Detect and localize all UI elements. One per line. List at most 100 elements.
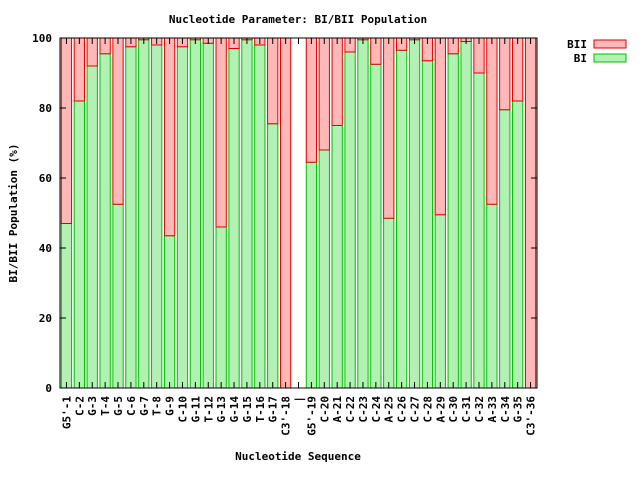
x-tick-label: C-31 bbox=[460, 396, 473, 423]
x-tick-label: G-35 bbox=[512, 396, 525, 423]
bar-bii-33 bbox=[486, 37, 498, 205]
x-tick-label: T-12 bbox=[202, 396, 215, 423]
legend-label-bi: BI bbox=[574, 52, 587, 65]
x-tick-label: G-7 bbox=[138, 396, 151, 416]
bar-bii-20 bbox=[318, 37, 330, 151]
bar-bii-25 bbox=[383, 37, 395, 219]
x-tick-label: A-33 bbox=[486, 396, 499, 423]
bar-bi-13 bbox=[228, 48, 240, 389]
chart-title: Nucleotide Parameter: BI/BII Population bbox=[169, 13, 427, 26]
bar-bi-29 bbox=[434, 214, 446, 389]
bar-bi-15 bbox=[254, 44, 266, 389]
bar-bi-5 bbox=[125, 46, 137, 389]
x-tick-label: G5'-1 bbox=[60, 396, 73, 429]
x-tick-label: C-27 bbox=[409, 396, 422, 423]
legend-swatch-bii bbox=[593, 39, 627, 49]
x-tick-label: C-30 bbox=[447, 396, 460, 423]
bar-bi-16 bbox=[267, 123, 279, 389]
x-tick-label: C3'-36 bbox=[525, 396, 538, 436]
bar-bi-8 bbox=[163, 235, 176, 389]
x-tick-label: G-5 bbox=[112, 396, 125, 416]
bar-bi-31 bbox=[460, 41, 472, 389]
bar-bi-30 bbox=[447, 53, 459, 389]
x-tick-label: T-8 bbox=[151, 396, 164, 416]
bar-bii-8 bbox=[163, 37, 176, 237]
y-ticks-group: 0 20 40 60 80 100 bbox=[32, 32, 537, 395]
bar-bii-36 bbox=[524, 37, 537, 389]
y-tick-label: 80 bbox=[39, 102, 52, 115]
bar-bi-35 bbox=[512, 100, 524, 389]
bar-bii-34 bbox=[499, 37, 511, 111]
bar-bi-9 bbox=[176, 46, 189, 389]
x-tick-label: C3'-18 bbox=[280, 396, 293, 436]
bar-bi-27 bbox=[408, 39, 421, 389]
y-tick-label: 100 bbox=[32, 32, 52, 45]
x-tick-label: A-25 bbox=[383, 396, 396, 423]
bar-bi-12 bbox=[215, 226, 227, 389]
x-tick-label: C-22 bbox=[344, 396, 357, 423]
bar-bi-19 bbox=[305, 161, 318, 389]
bar-bi-34 bbox=[499, 109, 511, 389]
bar-bii-1 bbox=[73, 37, 85, 102]
bar-bi-25 bbox=[383, 217, 395, 389]
bar-bii-16 bbox=[267, 37, 279, 125]
x-tick-label: T-16 bbox=[254, 396, 267, 423]
x-tick-label: C-24 bbox=[370, 396, 383, 423]
x-tick-label: C-6 bbox=[125, 396, 138, 416]
x-axis-label: Nucleotide Sequence bbox=[235, 450, 361, 463]
x-tick-label: C-26 bbox=[396, 396, 409, 423]
x-tick-label: C-28 bbox=[421, 396, 434, 423]
x-tick-label: G-11 bbox=[189, 396, 202, 423]
bar-bi-3 bbox=[99, 53, 111, 389]
bar-bi-1 bbox=[73, 100, 85, 389]
bar-bi-32 bbox=[473, 72, 485, 389]
bar-bi-21 bbox=[331, 125, 343, 389]
y-tick-label: 40 bbox=[39, 242, 52, 255]
y-tick-label: 20 bbox=[39, 312, 52, 325]
x-tick-label: C-23 bbox=[357, 396, 370, 423]
x-tick-label: C-34 bbox=[499, 396, 512, 423]
x-tick-label: G-3 bbox=[86, 396, 99, 416]
bar-bi-4 bbox=[112, 203, 124, 389]
bar-bii-4 bbox=[112, 37, 124, 205]
x-tick-label: C-32 bbox=[473, 396, 486, 423]
bar-bi-26 bbox=[395, 49, 408, 389]
x-tick-label: G-17 bbox=[267, 396, 280, 423]
x-tick-label: G-14 bbox=[228, 396, 241, 423]
bar-bi-6 bbox=[138, 39, 150, 389]
y-axis-label: BI/BII Population (%) bbox=[7, 143, 20, 282]
bar-bi-7 bbox=[151, 44, 163, 389]
bar-bi-10 bbox=[189, 39, 202, 389]
legend-swatch-bi bbox=[593, 53, 627, 63]
x-tick-label: G5'-19 bbox=[305, 396, 318, 436]
y-tick-label: 60 bbox=[39, 172, 52, 185]
x-tick-label: A-29 bbox=[434, 396, 447, 423]
y-tick-label: 0 bbox=[45, 382, 52, 395]
x-tick-label: | bbox=[293, 396, 306, 403]
x-tick-label: G-13 bbox=[215, 396, 228, 423]
bar-bii-17 bbox=[279, 37, 292, 389]
bar-bii-19 bbox=[305, 37, 318, 163]
bar-bi-22 bbox=[344, 51, 356, 389]
x-tick-label: G-9 bbox=[164, 396, 177, 416]
legend-label-bii: BII bbox=[567, 38, 587, 51]
bar-bi-33 bbox=[486, 203, 498, 389]
bar-bii-21 bbox=[331, 37, 343, 126]
bar-bi-11 bbox=[202, 42, 214, 389]
bar-bi-20 bbox=[318, 149, 330, 389]
bar-bi-23 bbox=[357, 39, 369, 389]
x-tick-label: T-4 bbox=[99, 396, 112, 416]
bar-bi-24 bbox=[370, 63, 382, 389]
x-tick-label: A-21 bbox=[331, 396, 344, 423]
x-tick-label: C-10 bbox=[176, 396, 189, 423]
bar-bii-12 bbox=[215, 37, 227, 228]
bar-bi-28 bbox=[421, 60, 434, 389]
bar-bii-0 bbox=[60, 37, 73, 224]
bar-bi-2 bbox=[86, 65, 98, 389]
x-tick-label: G-15 bbox=[241, 396, 254, 423]
bar-bi-14 bbox=[241, 39, 253, 389]
x-tick-label: C-20 bbox=[318, 396, 331, 423]
bar-bii-35 bbox=[512, 37, 524, 102]
